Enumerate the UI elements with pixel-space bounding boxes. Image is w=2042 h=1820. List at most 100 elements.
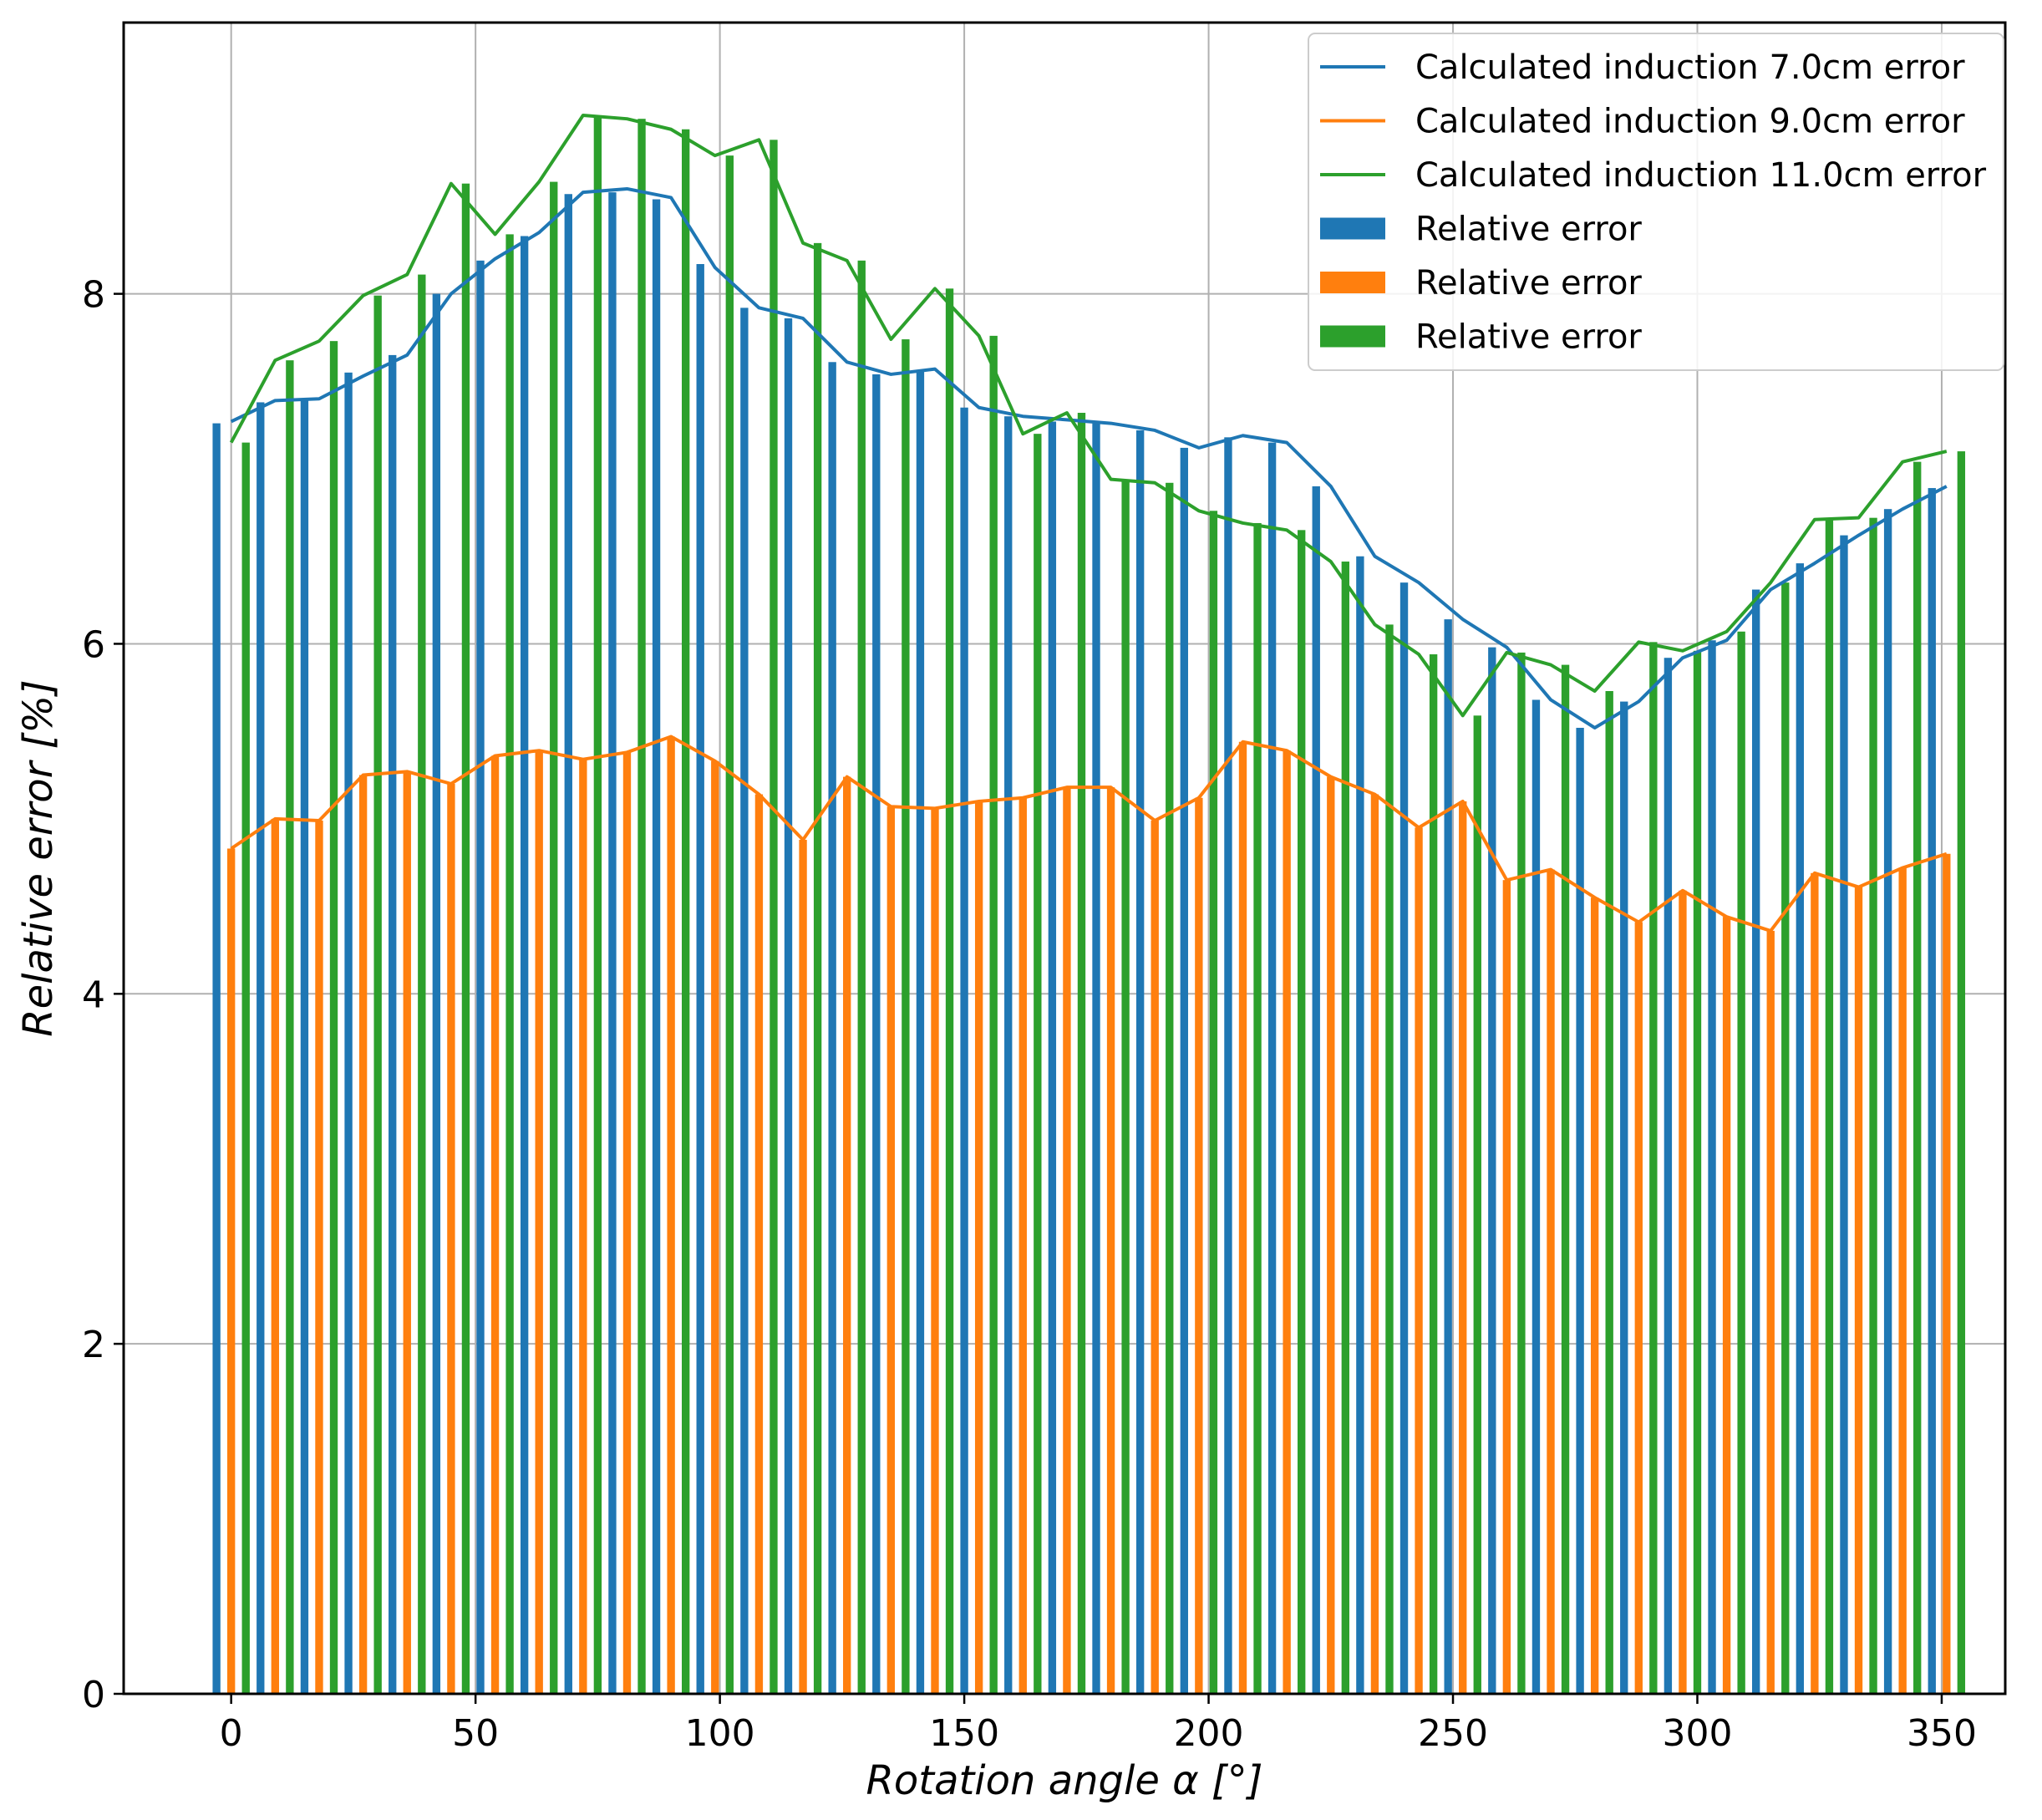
bar-blue: [740, 308, 749, 1694]
bar-green: [329, 341, 338, 1694]
bar-orange: [1327, 776, 1335, 1694]
bar-orange: [667, 736, 675, 1695]
bar-orange: [490, 755, 500, 1694]
bar-green: [1825, 519, 1834, 1694]
bar-blue: [1092, 423, 1100, 1694]
x-tick-label: 50: [452, 1712, 499, 1755]
bar-orange: [622, 752, 632, 1695]
bar-orange: [931, 808, 939, 1694]
x-tick-label: 250: [1418, 1712, 1488, 1755]
bar-blue: [1576, 727, 1584, 1695]
bar-blue: [1883, 509, 1892, 1694]
bar-blue: [916, 370, 925, 1695]
bar-green: [1957, 451, 1966, 1694]
y-tick-label: 4: [82, 974, 105, 1016]
series-line-orange: [230, 735, 1948, 933]
bar-green: [373, 295, 382, 1695]
bar-orange: [1722, 917, 1731, 1694]
x-axis: 0 50 100 150 200 250 300 350: [220, 1694, 1977, 1755]
bar-green: [1077, 413, 1086, 1694]
bar-green: [725, 155, 734, 1694]
legend-label: Calculated induction 7.0cm error: [1415, 48, 1965, 87]
x-tick-label: 350: [1907, 1712, 1977, 1755]
bar-green: [1429, 654, 1438, 1694]
bar-green: [1034, 434, 1042, 1694]
bar-blue: [1708, 640, 1716, 1694]
x-tick-label: 150: [929, 1712, 999, 1755]
bar-green: [1121, 479, 1130, 1694]
bar-blue: [344, 372, 353, 1695]
bar-orange: [227, 848, 236, 1694]
bar-orange: [1106, 787, 1115, 1694]
bar-blue: [1488, 647, 1496, 1694]
y-tick-label: 2: [82, 1324, 105, 1366]
bar-blue: [432, 293, 441, 1695]
bar-orange: [1415, 827, 1423, 1694]
bar-blue: [1444, 619, 1452, 1694]
bar-blue: [1135, 430, 1145, 1694]
bar-blue: [1004, 416, 1013, 1694]
legend-label: Relative error: [1415, 211, 1642, 249]
bar-green: [1253, 522, 1262, 1694]
bar-blue: [1224, 437, 1232, 1694]
bar-orange: [1547, 869, 1555, 1694]
bar-orange: [579, 759, 587, 1694]
bar-green: [1209, 511, 1218, 1694]
bar-orange: [1634, 922, 1643, 1694]
y-tick-label: 6: [82, 623, 105, 666]
bar-orange: [1195, 797, 1203, 1694]
bar-green: [1781, 582, 1790, 1695]
bar-blue: [1532, 699, 1541, 1694]
bar-blue: [652, 199, 661, 1695]
bar-green: [945, 288, 954, 1695]
bar-orange: [799, 840, 807, 1694]
legend: Calculated induction 7.0cm error Calculat…: [1308, 33, 2004, 371]
bar-orange: [1943, 853, 1951, 1694]
bar-green: [1166, 482, 1174, 1694]
bar-orange: [754, 794, 764, 1694]
bar-orange: [535, 750, 543, 1695]
bar-blue: [828, 362, 836, 1694]
bar-orange: [1854, 887, 1863, 1694]
bar-green: [286, 360, 294, 1694]
bar-green: [1649, 642, 1658, 1694]
legend-label: Relative error: [1415, 318, 1642, 357]
y-axis: 0 2 4 6 8: [82, 274, 124, 1716]
bar-orange: [1811, 872, 1819, 1694]
bar-green: [1913, 461, 1922, 1694]
bar-blue: [872, 374, 881, 1695]
legend-bar-handle: [1320, 272, 1385, 293]
bars: [212, 114, 1966, 1695]
x-tick-label: 300: [1662, 1712, 1732, 1755]
bar-green: [1385, 624, 1394, 1694]
bar-blue: [608, 192, 617, 1694]
y-tick-label: 0: [82, 1674, 105, 1716]
bar-green: [241, 442, 250, 1694]
bar-green: [418, 274, 426, 1694]
bar-blue: [476, 260, 485, 1694]
legend-bar-handle: [1320, 217, 1385, 240]
bar-blue: [960, 407, 968, 1695]
bar-green: [813, 242, 822, 1694]
bar-green: [461, 183, 470, 1694]
bar-green: [550, 181, 558, 1694]
bar-orange: [1283, 750, 1291, 1695]
bar-green: [989, 335, 998, 1694]
y-axis-title: Relative error [%]: [15, 679, 62, 1036]
bar-blue: [520, 236, 529, 1695]
series-line-green: [229, 113, 1948, 718]
bar-blue: [389, 354, 397, 1694]
bar-orange: [1590, 897, 1599, 1694]
plot-frame: [122, 21, 2007, 1695]
bar-green: [1693, 650, 1702, 1694]
bar-blue: [257, 402, 265, 1695]
legend-label: Calculated induction 9.0cm error: [1415, 103, 1965, 141]
bar-orange: [974, 801, 983, 1694]
bar-orange: [1766, 930, 1775, 1694]
bar-orange: [711, 760, 719, 1694]
bar-green: [1517, 652, 1526, 1694]
bar-orange: [1018, 797, 1027, 1694]
bar-green: [1341, 562, 1350, 1695]
